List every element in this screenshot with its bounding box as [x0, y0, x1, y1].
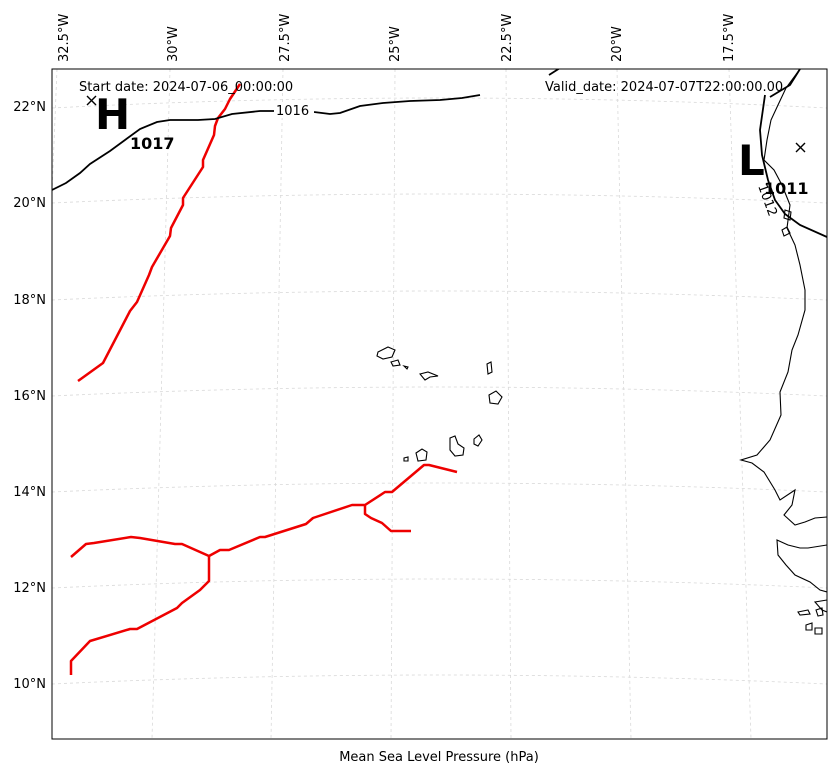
- x-axis-label: Mean Sea Level Pressure (hPa): [339, 750, 539, 765]
- map-frame: [51, 68, 828, 740]
- low-center-letter: L: [738, 136, 765, 185]
- graticule: [52, 69, 827, 739]
- lon-tick-labels: 32.5°W 30°W 27.5°W 25°W 22.5°W 20°W 17.5…: [57, 14, 737, 62]
- canary-island: [781, 226, 791, 237]
- bijagos-4: [815, 607, 824, 617]
- lon-tick-label-6: 20°W: [610, 26, 625, 62]
- lat-tick-label-6: 12°N: [13, 581, 46, 596]
- isobar-1016-b: [313, 94, 481, 115]
- high-center-letter: H: [95, 90, 130, 139]
- lat-tick-label-2: 20°N: [13, 196, 46, 211]
- cv-boa-vista: [488, 390, 503, 405]
- africa-coast-south: [776, 539, 827, 593]
- pressure-center-markers: [86, 95, 806, 153]
- cv-maio: [473, 434, 483, 447]
- trough-line-south-a: [70, 463, 458, 558]
- lat-tick-label-4: 16°N: [13, 389, 46, 404]
- lat-tick-label-1: 22°N: [13, 100, 46, 115]
- cv-sao-nicolau: [419, 371, 439, 381]
- lon-tick-label-3: 27.5°W: [278, 14, 293, 62]
- africa-coast-far-south: [813, 599, 827, 613]
- valid-date-label: Valid_date: 2024-07-07T22:00:00.00: [545, 80, 783, 95]
- bijagos-2: [805, 622, 813, 631]
- lon-tick-label-4: 25°W: [388, 26, 403, 62]
- high-center-mark: [86, 95, 97, 106]
- cv-santo-antao: [376, 346, 396, 360]
- lon-tick-label-5: 22.5°W: [500, 14, 515, 62]
- bijagos-3: [814, 627, 823, 635]
- lat-tick-label-5: 14°N: [13, 485, 46, 500]
- lat-tick-label-7: 10°N: [13, 677, 46, 692]
- cv-santa-luzia: [402, 364, 409, 370]
- lon-tick-label-2: 30°W: [166, 26, 181, 62]
- trough-line-north: [77, 83, 242, 383]
- low-center-mark: [795, 142, 806, 153]
- start-date-label: Start date: 2024-07-06_00:00:00: [79, 80, 293, 95]
- cv-fogo: [415, 448, 428, 462]
- cv-sal: [486, 361, 493, 375]
- canary-island-2: [783, 209, 792, 221]
- isobar-1016: [52, 110, 275, 191]
- coastlines: [376, 69, 827, 635]
- isobar-label-1016: 1016: [276, 104, 309, 119]
- isobar-1012: [759, 94, 827, 238]
- lat-tick-label-3: 18°N: [13, 293, 46, 308]
- cv-santiago: [449, 435, 465, 457]
- cv-sao-vicente: [390, 359, 401, 367]
- lon-tick-label-7: 17.5°W: [722, 14, 737, 62]
- cv-brava: [403, 456, 409, 462]
- low-center-value: 1011: [764, 179, 809, 198]
- high-center-value: 1017: [130, 134, 175, 153]
- bijagos-1: [797, 609, 811, 616]
- trough-lines: [69, 83, 458, 675]
- map-area: [52, 69, 827, 739]
- africa-coast: [739, 69, 827, 526]
- trough-line-south-b: [69, 556, 211, 675]
- trough-line-south-c: [363, 505, 411, 533]
- lat-tick-labels: 22°N 20°N 18°N 16°N 14°N 12°N 10°N: [13, 100, 46, 692]
- lon-tick-label-1: 32.5°W: [57, 14, 72, 62]
